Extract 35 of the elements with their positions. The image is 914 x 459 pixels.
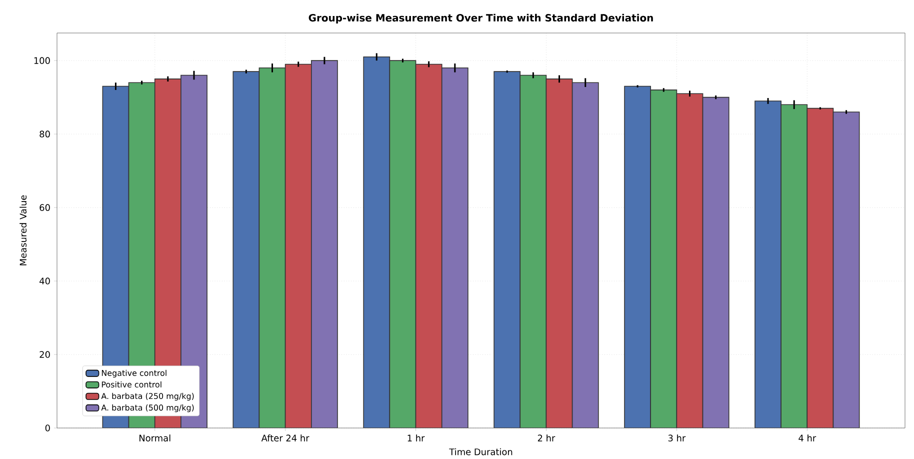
bar	[259, 68, 286, 428]
y-tick-label: 60	[40, 204, 50, 211]
y-tick-label: 80	[40, 130, 50, 138]
chart-title: Group-wise Measurement Over Time with Standard Deviation	[308, 14, 653, 24]
y-axis-title: Measured Value	[20, 195, 27, 266]
bar	[389, 60, 416, 428]
y-tick-label: 40	[40, 278, 50, 284]
bar	[832, 112, 860, 428]
bar	[233, 72, 260, 428]
bar	[572, 82, 599, 428]
bar	[415, 64, 442, 428]
bar	[311, 60, 338, 428]
x-tick-label: Normal	[140, 434, 170, 442]
bar	[650, 90, 678, 428]
bar	[441, 68, 468, 428]
bar	[520, 74, 547, 428]
x-tick-label: After 24 hr	[261, 434, 310, 442]
bar	[285, 64, 312, 428]
x-tick-label: 3 hr	[668, 434, 686, 442]
bar	[702, 96, 730, 428]
y-tick-label: 0	[45, 424, 50, 432]
bar	[624, 86, 651, 428]
bar	[363, 56, 390, 428]
y-tick-label: 20	[40, 351, 50, 358]
x-tick-label: 1 hr	[408, 434, 425, 442]
x-axis-title: Time Duration	[449, 448, 512, 456]
x-tick-label: 4 hr	[798, 434, 816, 442]
bar	[546, 78, 573, 428]
y-tick-label: 100	[34, 57, 50, 64]
bar	[806, 108, 834, 428]
x-tick-label: 2 hr	[538, 434, 556, 442]
bar	[676, 93, 704, 428]
bar	[494, 71, 521, 428]
bar	[780, 104, 808, 428]
bar	[754, 100, 782, 428]
